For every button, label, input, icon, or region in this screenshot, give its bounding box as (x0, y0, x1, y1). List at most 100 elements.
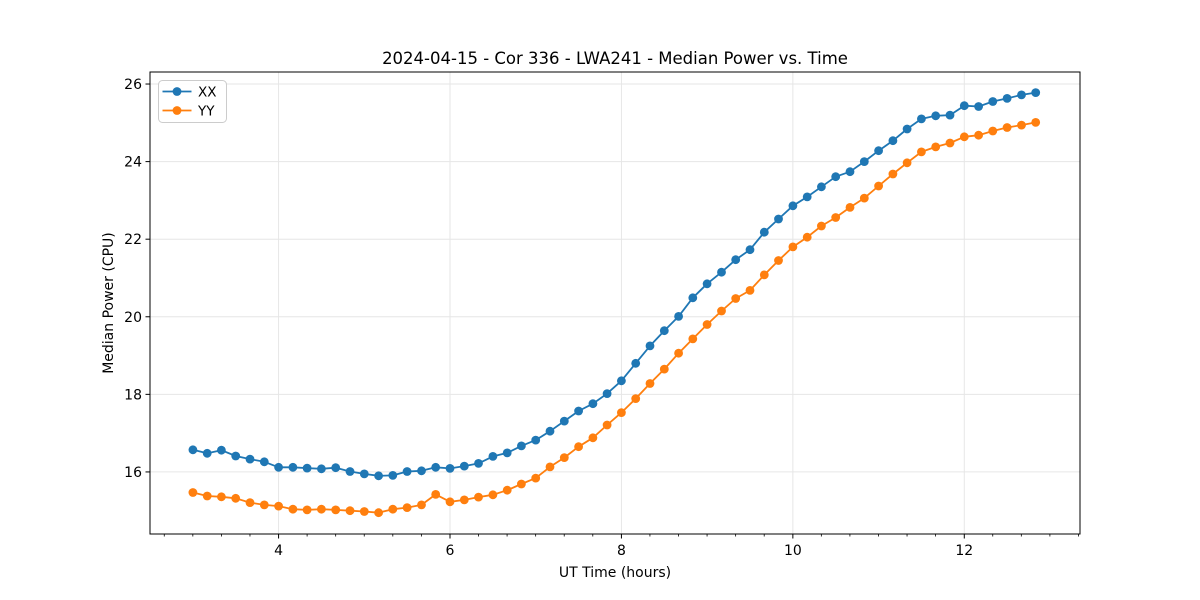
data-point-xx (1017, 90, 1026, 100)
x-tick-label: 6 (446, 543, 455, 559)
x-tick-label: 10 (784, 543, 802, 559)
data-point-yy (574, 442, 583, 452)
data-point-xx (402, 467, 412, 476)
data-point-yy (302, 505, 312, 515)
data-point-xx (459, 461, 469, 471)
data-point-xx (988, 97, 998, 106)
data-point-xx (545, 426, 555, 436)
data-point-xx (759, 227, 769, 237)
data-point-xx (517, 441, 526, 451)
data-point-yy (888, 169, 898, 179)
data-point-xx (688, 293, 698, 303)
data-point-xx (702, 279, 712, 289)
data-point-xx (445, 464, 455, 473)
data-point-yy (645, 379, 655, 388)
data-point-yy (845, 203, 855, 212)
data-point-xx (888, 136, 898, 146)
data-point-xx (231, 451, 241, 461)
data-point-yy (859, 193, 869, 203)
x-tick-label: 4 (274, 543, 283, 559)
data-point-yy (202, 491, 212, 501)
data-point-xx (674, 312, 683, 321)
data-point-yy (988, 126, 998, 136)
data-point-xx (859, 157, 869, 167)
data-point-yy (431, 490, 441, 499)
data-point-yy (817, 221, 826, 231)
data-point-xx (974, 102, 983, 111)
data-point-yy (788, 242, 798, 252)
data-point-xx (602, 389, 612, 398)
data-point-xx (374, 471, 383, 481)
data-point-yy (345, 506, 355, 516)
data-point-yy (731, 294, 741, 303)
data-point-xx (502, 448, 512, 458)
y-tick-label: 20 (124, 310, 142, 326)
data-point-xx (331, 463, 341, 473)
data-point-yy (974, 130, 983, 140)
data-point-xx (717, 267, 726, 277)
data-point-yy (745, 286, 755, 295)
data-point-yy (402, 503, 412, 512)
data-point-yy (259, 500, 269, 510)
data-point-xx (588, 399, 598, 409)
data-point-xx (345, 467, 355, 476)
data-point-yy (602, 420, 612, 430)
data-point-xx (902, 124, 912, 134)
data-point-yy (288, 504, 298, 514)
data-point-yy (459, 495, 469, 505)
data-point-xx (631, 358, 641, 368)
x-tick-label: 8 (617, 543, 626, 559)
data-point-xx (917, 114, 926, 124)
chart-title: 2024-04-15 - Cor 336 - LWA241 - Median P… (382, 49, 848, 68)
data-point-xx (1031, 88, 1041, 97)
data-point-xx (1002, 94, 1012, 103)
data-point-yy (902, 158, 912, 168)
data-point-xx (617, 376, 626, 386)
legend-label-xx: XX (198, 85, 217, 101)
data-point-xx (845, 167, 855, 177)
data-point-xx (488, 452, 498, 461)
data-point-xx (574, 406, 583, 416)
series-line-yy (192, 121, 1036, 514)
data-point-yy (502, 485, 512, 495)
data-point-xx (645, 341, 655, 351)
y-tick-label: 18 (124, 387, 142, 403)
data-point-xx (388, 471, 398, 480)
data-point-yy (445, 497, 455, 507)
data-point-yy (388, 504, 398, 514)
data-point-xx (317, 464, 326, 474)
y-tick-label: 22 (124, 232, 142, 248)
legend: XX YY (158, 80, 227, 123)
data-point-yy (531, 473, 541, 483)
legend-marker-xx (172, 87, 182, 96)
data-point-yy (631, 394, 641, 403)
data-point-xx (474, 459, 483, 468)
data-point-xx (659, 326, 669, 336)
x-axis-label: UT Time (hours) (559, 565, 671, 581)
data-point-yy (702, 320, 712, 329)
data-point-xx (359, 469, 369, 479)
data-point-yy (831, 213, 841, 222)
legend-marker-yy (172, 106, 182, 115)
data-point-xx (788, 201, 798, 211)
y-tick-label: 16 (124, 465, 142, 481)
data-series (188, 88, 1041, 518)
data-point-yy (1031, 118, 1041, 127)
data-point-xx (802, 192, 812, 202)
y-tick-label: 26 (124, 77, 142, 93)
data-point-yy (474, 492, 483, 502)
data-point-xx (417, 466, 426, 476)
data-point-yy (517, 479, 526, 489)
data-point-xx (874, 146, 883, 156)
data-point-yy (874, 181, 883, 191)
axes-frame (149, 71, 1081, 535)
data-point-xx (817, 182, 826, 192)
data-point-yy (759, 270, 769, 280)
data-point-xx (774, 214, 783, 224)
x-tick-label: 12 (955, 543, 973, 559)
data-point-yy (617, 408, 626, 417)
data-point-yy (559, 453, 569, 462)
data-point-yy (931, 142, 941, 152)
data-point-yy (674, 348, 683, 358)
